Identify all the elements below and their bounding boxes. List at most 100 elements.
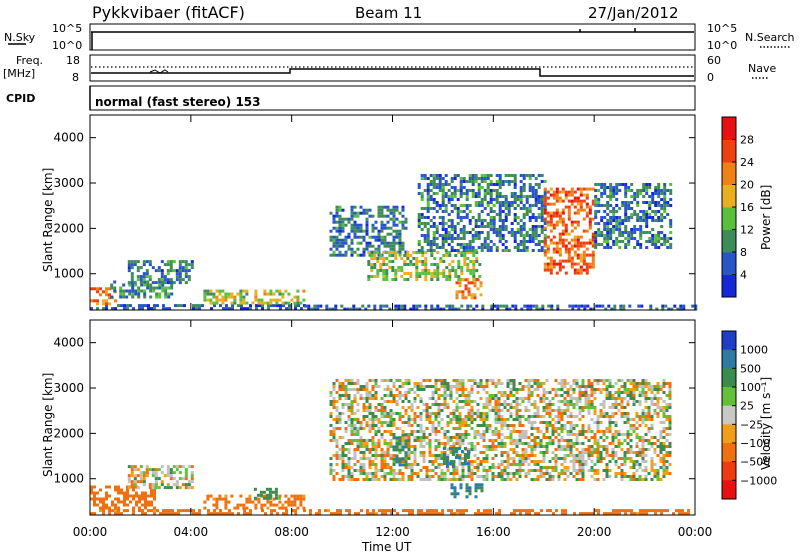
velocity-ylabel: Slant Range [km]	[41, 373, 55, 477]
echo-region-5	[329, 379, 672, 481]
echo-region-4	[253, 487, 281, 500]
colorbar-tick-label: 8	[740, 246, 747, 259]
colorbar-tick-label: 4	[740, 269, 747, 282]
y-tick-label: 4000	[53, 131, 84, 145]
colorbar-swatch	[722, 331, 736, 351]
freq-left-tick-top: 18	[66, 54, 80, 67]
colorbar-tick-label: −500	[740, 456, 770, 469]
x-tick-label: 00:00	[678, 525, 713, 539]
velocity-colorbar: 1000 500 100 25 −25 −100 −500 −1000	[721, 330, 777, 500]
colorbar-tick-label: 1000	[740, 344, 768, 357]
colorbar-swatch	[722, 229, 736, 253]
power-y-axis: 1000 2000 3000 4000	[53, 131, 695, 281]
cpid-text: normal (fast stereo) 153	[95, 95, 261, 109]
power-colorbar-label: Power [dB]	[759, 185, 773, 250]
time-axis-labels: 00:00 04:00 08:00 12:00 16:00 20:00 00:00	[73, 525, 713, 539]
x-axis-title: Time UT	[361, 540, 412, 554]
echo-region-8	[442, 447, 470, 468]
echo-region-4	[203, 289, 306, 305]
noise-right-tick-bottom: 10^0	[707, 39, 737, 52]
colorbar-tick-label: 28	[740, 134, 754, 147]
colorbar-swatch	[722, 139, 736, 163]
colorbar-swatch	[722, 480, 736, 500]
colorbar-swatch	[722, 162, 736, 185]
cpid-panel: CPID normal (fast stereo) 153	[6, 85, 696, 111]
colorbar-swatch	[722, 443, 736, 463]
noise-right-label: N.Search	[745, 31, 795, 44]
echo-region-10	[543, 187, 595, 275]
colorbar-tick-label: 100	[740, 381, 761, 394]
freq-trace	[91, 68, 694, 77]
colorbar-swatch	[722, 349, 736, 369]
date-label: 27/Jan/2012	[588, 4, 679, 22]
noise-left-label: N.Sky	[4, 31, 36, 44]
colorbar-swatch	[722, 405, 736, 425]
echo-region-3	[127, 260, 194, 285]
x-tick-label: 04:00	[174, 525, 209, 539]
y-tick-label: 1000	[53, 267, 84, 281]
power-ylabel: Slant Range [km]	[41, 168, 55, 272]
power-colorbar: 28 24 20 16 12 8 4	[721, 116, 754, 298]
figure-title: Pykkvibaer (fitACF)	[92, 3, 245, 22]
noise-panel: N.Sky 10^5 10^0 10^5 10^0 N.Search	[4, 22, 795, 52]
colorbar-swatch	[722, 424, 736, 444]
y-tick-label: 1000	[53, 472, 84, 486]
colorbar-tick-label: 16	[740, 201, 754, 214]
colorbar-tick-label: 25	[740, 400, 754, 413]
echo-region-7	[450, 483, 484, 499]
velocity-x-tick-marks	[89, 320, 696, 515]
x-tick-label: 08:00	[274, 525, 309, 539]
velocity-y-axis: 1000 2000 3000 4000	[53, 336, 695, 486]
colorbar-swatch	[722, 461, 736, 481]
echo-region-2	[127, 465, 194, 490]
x-tick-label: 20:00	[577, 525, 612, 539]
y-tick-label: 4000	[53, 336, 84, 350]
colorbar-tick-label: −100	[740, 437, 770, 450]
freq-label-line1: Freq.	[16, 54, 43, 67]
y-tick-label: 3000	[53, 381, 84, 395]
freq-right-tick-bottom: 0	[707, 71, 714, 84]
colorbar-tick-label: −1000	[740, 474, 777, 487]
cpid-label: CPID	[6, 92, 35, 105]
colorbar-swatch	[722, 207, 736, 230]
echo-region-5	[304, 304, 698, 311]
colorbar-tick-label: 20	[740, 179, 754, 192]
y-tick-label: 2000	[53, 221, 84, 235]
freq-right-tick-top: 60	[707, 54, 721, 67]
freq-panel: Freq. [MHz] 18 8 60 0 Nave	[3, 54, 776, 84]
power-echo-data	[90, 174, 698, 311]
y-tick-label: 3000	[53, 176, 84, 190]
power-x-tick-marks	[89, 115, 696, 310]
velocity-echo-data	[90, 379, 690, 516]
echo-region-11	[594, 183, 673, 249]
echo-region-6	[392, 433, 408, 467]
colorbar-swatch	[722, 368, 736, 388]
noise-right-tick-top: 10^5	[707, 22, 737, 35]
colorbar-tick-label: −25	[740, 418, 763, 431]
velocity-colorbar-label: Velocity [m s⁻¹]	[759, 377, 773, 470]
colorbar-swatch	[722, 184, 736, 208]
freq-label-line2: [MHz]	[3, 67, 35, 80]
y-tick-label: 2000	[53, 426, 84, 440]
freq-left-tick-bottom: 8	[72, 71, 79, 84]
colorbar-swatch	[722, 117, 736, 140]
nave-label: Nave	[748, 62, 776, 75]
x-tick-label: 12:00	[375, 525, 410, 539]
noise-left-tick-bottom: 10^0	[52, 39, 82, 52]
beam-label: Beam 11	[355, 4, 422, 22]
echo-region-0	[90, 304, 306, 311]
x-tick-label: 00:00	[73, 525, 108, 539]
echo-region-8	[417, 174, 547, 252]
colorbar-swatch	[722, 252, 736, 275]
noise-left-tick-top: 10^5	[52, 22, 82, 35]
echo-region-0	[90, 509, 690, 516]
colorbar-swatch	[722, 387, 736, 407]
colorbar-tick-label: 12	[740, 224, 754, 237]
echo-region-6	[329, 205, 408, 257]
colorbar-tick-label: 500	[740, 362, 761, 375]
colorbar-swatch	[722, 274, 736, 298]
colorbar-tick-label: 24	[740, 156, 754, 169]
x-tick-label: 16:00	[476, 525, 511, 539]
power-panel: 1000 2000 3000 4000 Slant Range [km] 28 24 20…	[41, 114, 773, 311]
